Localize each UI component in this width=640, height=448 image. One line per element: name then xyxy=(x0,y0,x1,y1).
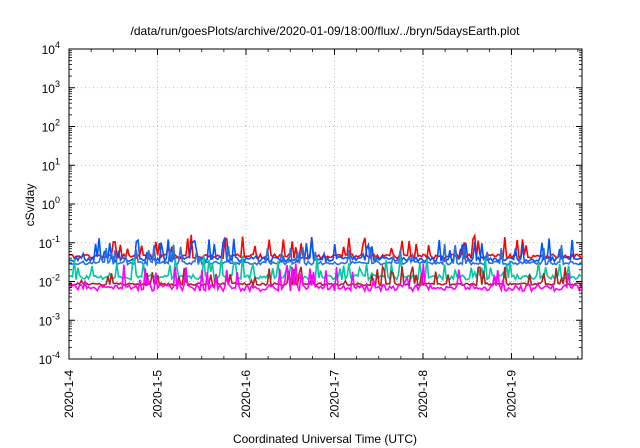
y-axis-label: cSv/day xyxy=(23,184,37,227)
y-tick-label: 10-4 xyxy=(39,350,60,367)
y-tick-label: 10-1 xyxy=(39,234,60,251)
tick-marks xyxy=(68,48,582,360)
series-lines xyxy=(68,232,582,294)
y-tick-label: 101 xyxy=(42,156,60,173)
x-tick-label: 2020-1-4 xyxy=(62,370,76,418)
series-line xyxy=(68,243,582,267)
y-tick-label: 100 xyxy=(42,195,60,212)
y-tick-label: 103 xyxy=(42,79,60,96)
x-tick-label: 2020-1-9 xyxy=(505,370,519,418)
series-line xyxy=(68,237,582,265)
x-tick-label: 2020-1-5 xyxy=(151,370,165,418)
x-tick-label: 2020-1-7 xyxy=(328,370,342,418)
series-line xyxy=(68,263,582,294)
y-tick-label: 104 xyxy=(42,40,60,57)
x-tick-label: 2020-1-6 xyxy=(239,370,253,418)
y-tick-label: 102 xyxy=(42,118,60,135)
x-tick-labels: 2020-1-4 2020-1-5 2020-1-6 2020-1-7 2020-1-8… xyxy=(62,370,519,418)
x-axis-label: Coordinated Universal Time (UTC) xyxy=(233,432,417,446)
x-tick-label: 2020-1-8 xyxy=(416,370,430,418)
y-tick-label: 10-3 xyxy=(39,311,60,328)
y-tick-labels: 10-4 10-3 10-2 10-1 100 101 102 103 104 xyxy=(39,40,60,367)
y-tick-label: 10-2 xyxy=(39,273,60,290)
grid-lines xyxy=(69,49,582,359)
chart-title: /data/run/goesPlots/archive/2020-01-09/1… xyxy=(131,24,521,38)
